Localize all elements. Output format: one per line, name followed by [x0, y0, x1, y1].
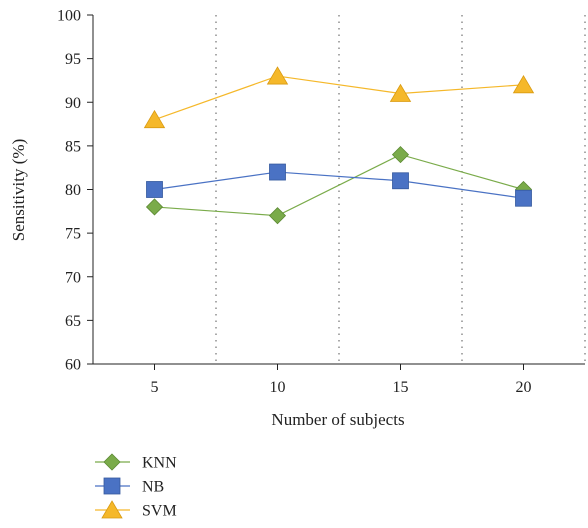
data-point-nb — [515, 189, 532, 207]
y-tick-label: 65 — [65, 313, 81, 330]
y-tick-label: 75 — [65, 226, 81, 243]
series-knn — [145, 146, 533, 225]
data-point-nb — [146, 181, 163, 198]
legend-marker-knn — [103, 453, 121, 471]
y-tick-label: 100 — [57, 8, 81, 25]
legend-label-nb: NB — [142, 479, 164, 496]
series-line-svm — [154, 75, 524, 121]
y-tick-label: 90 — [65, 95, 81, 112]
data-point-knn — [268, 207, 287, 225]
data-point-svm — [266, 66, 289, 85]
legend-item-svm: SVM — [95, 500, 177, 520]
data-point-knn — [391, 146, 410, 164]
y-tick-label: 60 — [65, 357, 81, 374]
data-point-knn — [145, 198, 164, 216]
legend-marker-svm — [101, 500, 123, 519]
y-tick-label: 70 — [65, 269, 81, 286]
series-svm — [143, 66, 535, 129]
legend-marker-nb — [103, 477, 121, 495]
series-line-knn — [154, 153, 524, 217]
x-axis-title: Number of subjects — [271, 410, 404, 429]
x-tick-label: 20 — [516, 379, 532, 396]
x-tick-label: 10 — [270, 379, 286, 396]
series-nb — [146, 163, 532, 207]
data-point-svm — [512, 75, 535, 94]
legend-item-knn: KNN — [95, 453, 177, 472]
legend-label-knn: KNN — [142, 455, 177, 472]
y-axis-title: Sensitivity (%) — [9, 139, 28, 241]
x-tick-label: 15 — [393, 379, 409, 396]
data-point-nb — [392, 172, 409, 190]
data-point-svm — [143, 109, 166, 129]
y-tick-label: 95 — [65, 51, 81, 68]
x-axis-ticks: 5 10 15 20 — [151, 364, 532, 396]
legend: KNN NB SVM — [95, 453, 177, 520]
data-point-nb — [269, 163, 286, 181]
series-group — [143, 66, 535, 225]
y-tick-label: 80 — [65, 182, 81, 199]
x-tick-label: 5 — [151, 379, 159, 396]
legend-item-nb: NB — [95, 477, 164, 496]
y-tick-label: 85 — [65, 138, 81, 155]
data-point-svm — [389, 83, 412, 102]
y-axis-ticks: 60 65 70 75 80 85 90 95 100 — [57, 8, 93, 374]
series-line-nb — [154, 171, 524, 199]
legend-label-svm: SVM — [142, 503, 177, 520]
